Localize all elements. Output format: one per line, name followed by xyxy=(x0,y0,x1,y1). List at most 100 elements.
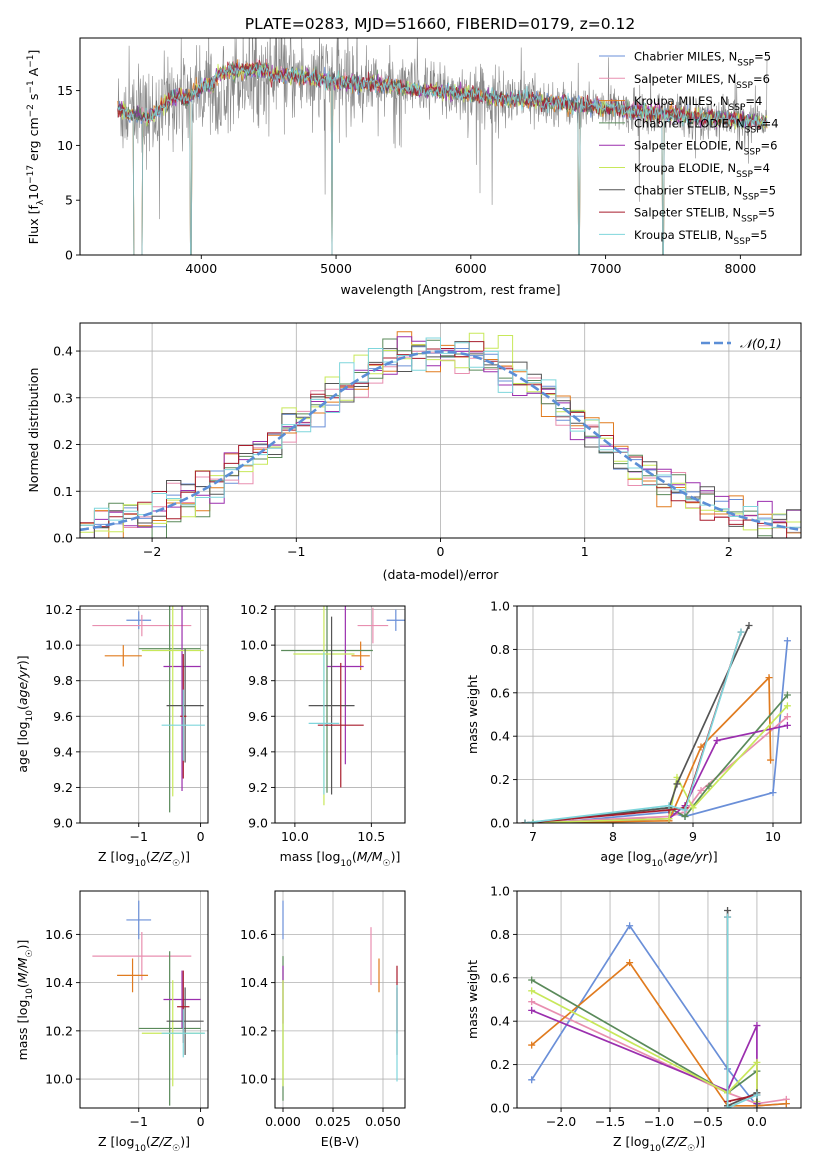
x-tick-label: 9 xyxy=(689,829,697,844)
x-axis-label: Z [log10(Z/Z☉)] xyxy=(613,1134,705,1154)
y-tick-label: 0.0 xyxy=(490,1101,510,1116)
y-tick-label: 9.4 xyxy=(53,744,73,759)
x-tick-label: 0.025 xyxy=(315,1114,351,1129)
y-axis-label: Normed distribution xyxy=(26,368,41,493)
label-part: A xyxy=(26,67,41,80)
label-part: −2 xyxy=(26,104,36,117)
series-marker xyxy=(697,786,705,794)
label-part: Salpeter MILES, N xyxy=(634,72,736,86)
y-tick-label: 9.0 xyxy=(248,816,268,831)
plot-area xyxy=(92,900,205,1106)
y-tick-label: 10.0 xyxy=(45,638,73,653)
label-part: =4 xyxy=(753,161,770,175)
label-part: SSP xyxy=(745,125,762,135)
label-part: M/M xyxy=(357,849,383,864)
axes-decoration: −1 010.010.210.410.6Z [log10(Z/Z☉)]mass [… xyxy=(15,890,209,1154)
series-marker xyxy=(745,622,753,630)
label-part: )] xyxy=(708,849,718,864)
x-tick-label: 8000 xyxy=(724,261,756,276)
y-tick-label: 10.2 xyxy=(240,602,268,617)
histogram-step-line xyxy=(80,337,801,538)
plot-mass_vs_Z: −1 010.010.210.410.6Z [log10(Z/Z☉)]mass [… xyxy=(15,890,209,1154)
series-line xyxy=(524,625,750,823)
x-tick-label: 6000 xyxy=(455,261,487,276)
y-tick-label: 10.0 xyxy=(240,638,268,653)
series-marker xyxy=(528,1076,536,1084)
label-part: Chabrier MILES, N xyxy=(634,50,737,64)
y-tick-label: 10.4 xyxy=(45,975,73,990)
series-marker xyxy=(529,819,537,823)
series-marker xyxy=(782,1100,790,1108)
x-tick-label: −1 xyxy=(287,544,305,559)
label-part: ( xyxy=(661,1134,666,1149)
legend-entry: Kroupa STELIB, NSSP=5 xyxy=(634,228,767,247)
label-part: −1 xyxy=(26,55,36,68)
axes-frame xyxy=(516,605,802,824)
label-part: 10 xyxy=(134,1144,146,1154)
label-part: )] xyxy=(695,1134,705,1149)
x-tick-label: 1 xyxy=(581,544,589,559)
label-part: ( xyxy=(15,983,30,988)
axes-decoration: 4000 5000 6000 7000 8000 0 5 10 15 wavelength [An… xyxy=(26,37,802,297)
y-tick-label: 10.0 xyxy=(240,1072,268,1087)
label-part: =4 xyxy=(762,116,779,130)
y-tick-label: 9.4 xyxy=(248,744,268,759)
series-line xyxy=(531,979,758,1104)
label-part: )] xyxy=(180,1134,190,1149)
series-marker xyxy=(528,998,536,1006)
label-part: =5 xyxy=(759,183,776,197)
series-marker xyxy=(753,1104,761,1108)
x-tick-label: 7000 xyxy=(590,261,622,276)
spectrum-model-line xyxy=(117,63,768,255)
y-tick-label: 15 xyxy=(57,83,73,98)
plot-area xyxy=(117,38,768,255)
label-part: age [log xyxy=(15,721,30,772)
label-part: SSP xyxy=(742,192,759,202)
y-axis-label: mass [log10(M/M☉)] xyxy=(15,940,35,1061)
y-tick-label: 9.6 xyxy=(248,709,268,724)
label-part: =6 xyxy=(753,72,770,86)
y-tick-label: 9.2 xyxy=(248,780,268,795)
figure-title: PLATE=0283, MJD=51660, FIBERID=0179, z=0… xyxy=(245,15,635,33)
x-tick-label: 7 xyxy=(529,829,537,844)
y-tick-label: 0.6 xyxy=(490,685,510,700)
axes-frame xyxy=(274,890,406,1109)
plot-age_vs_Z: −1 09.09.29.49.69.810.010.2Z [log10(Z/Z☉)… xyxy=(15,602,209,869)
label-part: ☉ xyxy=(172,859,180,869)
legend-entry: Kroupa ELODIE, NSSP=4 xyxy=(634,161,770,180)
y-tick-label: 0.1 xyxy=(53,484,73,499)
plot-area xyxy=(521,622,791,823)
label-part: ] xyxy=(26,50,41,55)
label-part: =5 xyxy=(754,50,771,64)
label-part: Kroupa STELIB, N xyxy=(634,228,734,242)
label-part: SSP xyxy=(737,59,754,69)
label-part: Z [log xyxy=(613,1134,649,1149)
label-part: =5 xyxy=(758,206,775,220)
label-part: Z/Z xyxy=(665,1134,688,1149)
y-tick-label: 10.2 xyxy=(240,1023,268,1038)
y-tick-label: 9.8 xyxy=(53,673,73,688)
x-tick-label: −1.0 xyxy=(644,1114,674,1129)
axes-decoration: −2.0 −1.5 −1.0 −0.5 0.0 0.0 0.2 0.4 0.6 0.8 1.0 Z [… xyxy=(465,884,802,1154)
y-tick-label: 0.8 xyxy=(490,927,510,942)
x-tick-label: 0 xyxy=(197,1114,205,1129)
x-axis-label: mass [log10(M/M☉)] xyxy=(280,849,401,869)
label-part: mass [log xyxy=(15,1000,30,1061)
series-marker xyxy=(713,737,721,745)
label-part: ☉ xyxy=(25,949,35,957)
series-marker xyxy=(626,922,634,930)
axes-decoration: 10.0 10.5 9.0 9.2 9.4 9.6 9.8 10.0 10.2 mass [log… xyxy=(240,602,406,869)
label-part: Chabrier ELODIE, N xyxy=(634,116,745,130)
label-part: SSP xyxy=(744,148,761,158)
series-marker xyxy=(673,780,681,788)
series-line xyxy=(524,640,789,823)
plot-area xyxy=(282,900,398,1101)
legend-entry: Kroupa MILES, NSSP=4 xyxy=(634,94,762,113)
series-marker xyxy=(783,637,791,645)
histogram-step-line xyxy=(80,331,801,538)
label-part: )] xyxy=(15,655,30,665)
series-line xyxy=(524,631,742,823)
y-tick-label: 0.4 xyxy=(490,1014,510,1029)
